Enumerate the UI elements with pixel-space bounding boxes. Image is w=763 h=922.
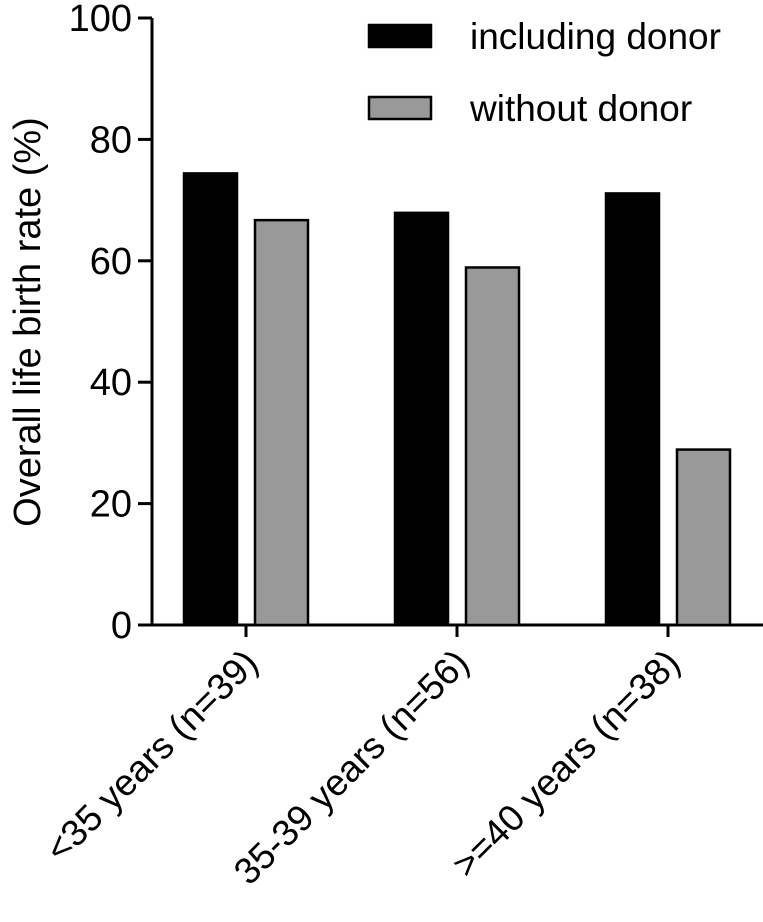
bars bbox=[182, 172, 732, 627]
y-tick-label: 60 bbox=[90, 241, 132, 283]
y-tick-label: 100 bbox=[69, 0, 132, 40]
bar-without-donor bbox=[464, 266, 521, 627]
y-axis-title: Overall life birth rate (%) bbox=[7, 117, 49, 527]
legend-swatch bbox=[367, 95, 433, 121]
y-tick-label: 20 bbox=[90, 484, 132, 526]
legend-swatch bbox=[367, 23, 433, 49]
bar-including-donor bbox=[604, 192, 661, 627]
legend-label: without donor bbox=[469, 88, 692, 129]
legend: including donor without donor bbox=[367, 16, 721, 129]
y-tick-label: 80 bbox=[90, 119, 132, 161]
bar-without-donor bbox=[675, 448, 732, 627]
y-tick-label: 40 bbox=[90, 362, 132, 404]
x-category-label: >=40 years (n=38) bbox=[444, 642, 688, 886]
bar-without-donor bbox=[253, 218, 310, 627]
bar-including-donor bbox=[393, 211, 450, 627]
x-category-label: 35-39 years (n=56) bbox=[226, 642, 477, 893]
x-axis: <35 years (n=39)35-39 years (n=56)>=40 y… bbox=[37, 623, 763, 893]
bar-including-donor bbox=[182, 172, 239, 627]
legend-label: including donor bbox=[470, 16, 721, 57]
y-tick-label: 0 bbox=[111, 605, 132, 647]
y-axis: 0 20 40 60 80 100 bbox=[69, 0, 154, 647]
x-category-label: <35 years (n=39) bbox=[37, 642, 265, 870]
